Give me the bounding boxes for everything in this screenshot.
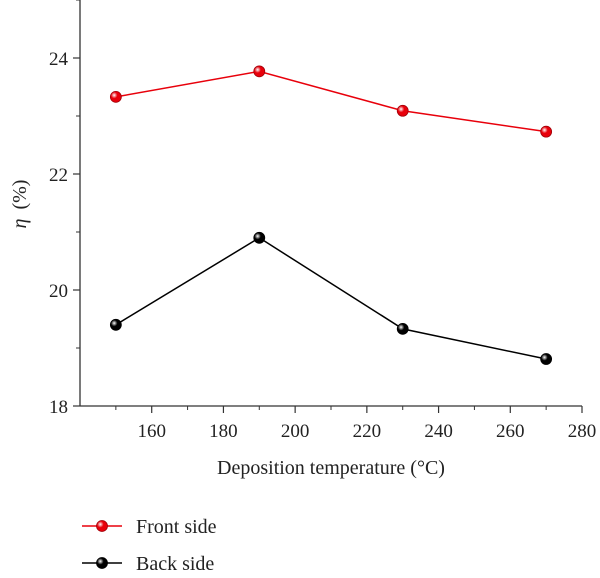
- series-lines: [115, 70, 547, 360]
- x-ticks: 160 180 200 220 240 260 280: [115, 406, 597, 442]
- x-tick-label: 220: [353, 421, 382, 442]
- legend: Front side Back side: [82, 516, 217, 575]
- x-tick-label: 180: [209, 421, 238, 442]
- data-point: [396, 322, 409, 335]
- x-tick-label: 240: [424, 421, 453, 442]
- y-ticks: 18 20 22 24: [49, 0, 80, 418]
- data-point: [540, 125, 553, 138]
- x-tick-label: 280: [568, 421, 597, 442]
- x-tick-label: 160: [137, 421, 166, 442]
- x-tick-label: 260: [496, 421, 525, 442]
- data-point: [540, 353, 553, 365]
- x-tick-label: 200: [281, 421, 310, 442]
- series-points: [109, 65, 553, 365]
- legend-label: Front side: [136, 516, 217, 538]
- y-axis-unit: (%): [9, 180, 31, 210]
- data-point: [109, 318, 122, 331]
- y-tick-label: 18: [49, 397, 68, 418]
- y-tick-label: 20: [49, 281, 68, 302]
- y-tick-label: 24: [49, 49, 69, 70]
- plot-area: 160 180 200 220 240 260 280 18 20 22 24: [49, 0, 596, 442]
- legend-marker: [96, 520, 108, 532]
- data-point: [396, 104, 409, 117]
- legend-marker: [96, 557, 108, 569]
- data-point: [253, 65, 266, 78]
- data-point: [253, 231, 266, 244]
- y-axis-title: η (%): [9, 180, 31, 229]
- y-axis-symbol: η: [9, 218, 31, 228]
- legend-label: Back side: [136, 553, 214, 575]
- series-line-1: [115, 70, 547, 133]
- series-line-2: [115, 236, 547, 360]
- y-tick-label: 22: [49, 165, 68, 186]
- x-axis-title: Deposition temperature (°C): [217, 457, 445, 479]
- data-point: [109, 90, 122, 103]
